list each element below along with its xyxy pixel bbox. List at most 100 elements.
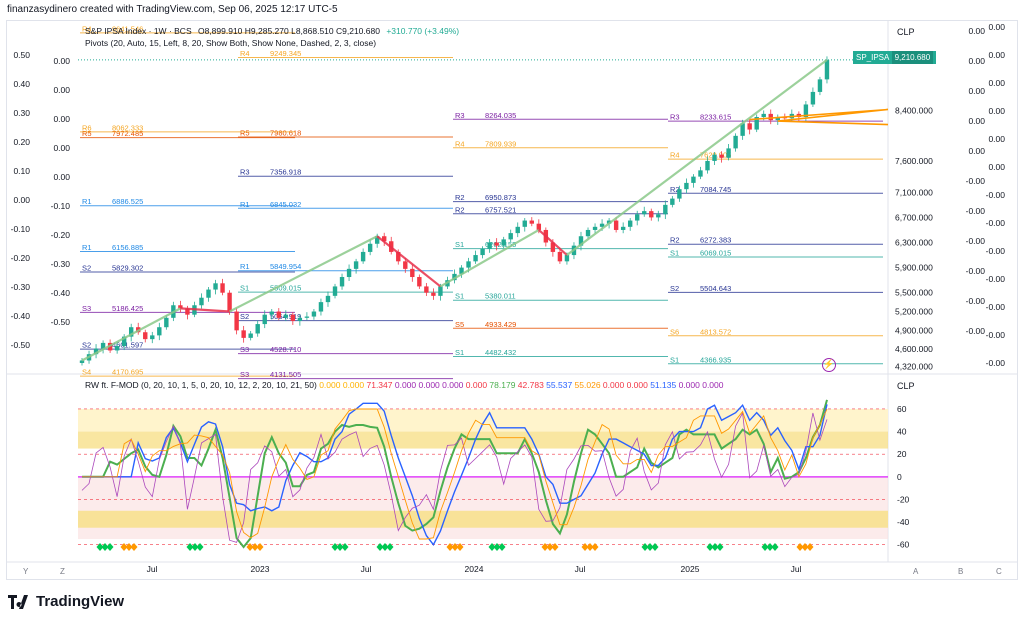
corner-button-a[interactable]: A xyxy=(913,567,919,576)
signal-line xyxy=(82,408,828,540)
signal-diamond xyxy=(376,542,384,551)
oscillator-value: 0.000 xyxy=(392,380,417,390)
corner-button-b[interactable]: B xyxy=(958,567,964,576)
pivot-label: S1 xyxy=(670,249,679,258)
pivot-value: 5829.302 xyxy=(112,264,143,273)
pivot-value: 8233.615 xyxy=(700,113,731,122)
oscillator-value: 0.000 xyxy=(699,380,724,390)
pivot-label: S3 xyxy=(240,370,249,379)
oscillator-value: 0.000 xyxy=(624,380,648,390)
right-scale2-tick: -0.00 xyxy=(986,190,1006,200)
candle-body xyxy=(480,248,485,256)
oscillator-value: 55.537 xyxy=(543,380,573,390)
signal-diamond xyxy=(456,542,464,551)
right-scale-tick: 0.00 xyxy=(968,56,985,66)
candle-body xyxy=(698,170,703,177)
oscillator-value: 42.783 xyxy=(515,380,544,390)
candle-body xyxy=(550,242,556,252)
left-scale-tick: -0.30 xyxy=(11,282,31,292)
candle-body xyxy=(670,198,675,205)
candle-body xyxy=(536,223,542,230)
price-tick: 6,300.000 xyxy=(895,238,933,248)
oscillator-values: 0.000 0.000 71.347 0.000 0.000 0.000 0.0… xyxy=(319,380,723,390)
oscillator-tick: -20 xyxy=(897,494,910,504)
fast-line xyxy=(81,411,828,543)
pivot-label: R4 xyxy=(82,24,92,33)
time-tick: 2023 xyxy=(251,564,270,574)
time-tick: 2024 xyxy=(465,564,484,574)
pivot-value: 4528.710 xyxy=(270,345,301,354)
corner-button-c[interactable]: C xyxy=(996,567,1002,576)
signal-diamond xyxy=(641,542,649,551)
signal-diamond xyxy=(493,542,501,551)
pivot-label: R1 xyxy=(82,197,92,206)
pivot-value: 7980.618 xyxy=(270,129,301,138)
candle-body xyxy=(374,236,380,244)
candle-body xyxy=(515,226,520,234)
right-scale2-tick: -0.00 xyxy=(986,274,1006,284)
pivot-label: S1 xyxy=(455,292,464,301)
right-scale-tick: -0.00 xyxy=(966,266,986,276)
candle-body xyxy=(241,330,246,338)
price-tick: 7,100.000 xyxy=(895,187,933,197)
pivot-label: S1 xyxy=(455,348,464,357)
candle-body xyxy=(810,91,816,105)
candle-body xyxy=(508,233,513,240)
candle-body xyxy=(213,283,218,290)
left-scale-tick: 0.00 xyxy=(13,195,30,205)
time-tick: Jul xyxy=(575,564,586,574)
bolt-icon[interactable]: ⚡ xyxy=(822,358,836,372)
pivot-label: S6 xyxy=(670,327,679,336)
oscillator-tick: 20 xyxy=(897,449,907,459)
candle-body xyxy=(269,311,274,315)
zigzag-leg xyxy=(376,235,442,288)
right-scale2-tick: -0.00 xyxy=(986,330,1006,340)
candle-body xyxy=(143,332,148,340)
price-tick: 5,500.000 xyxy=(895,288,933,298)
candle-body xyxy=(346,268,352,278)
left-scale2-tick: -0.50 xyxy=(51,317,71,327)
oscillator-value: 0.000 xyxy=(439,380,464,390)
currency-label-top: CLP xyxy=(897,27,915,37)
signal-diamond xyxy=(196,542,204,551)
right-scale2-tick: -0.00 xyxy=(986,358,1006,368)
pivot-value: 5186.425 xyxy=(112,304,143,313)
zigzag-leg xyxy=(566,58,828,256)
oscillator-value: 0.000 xyxy=(463,380,488,390)
oscillator-value: 51.135 xyxy=(647,380,677,390)
candle-body xyxy=(424,286,429,293)
corner-button-y[interactable]: Y xyxy=(23,567,29,576)
candle-body xyxy=(276,311,281,318)
signal-diamond xyxy=(446,542,454,551)
candle-body xyxy=(705,160,710,171)
pivot-label: S3 xyxy=(240,345,249,354)
candle-body xyxy=(768,113,773,121)
candle-body xyxy=(360,251,366,262)
signal-diamond xyxy=(386,542,394,551)
candle-body xyxy=(417,277,422,287)
oscillator-value: 55.026 xyxy=(572,380,601,390)
corner-button-z[interactable]: Z xyxy=(60,567,65,576)
right-scale2-tick: 0.00 xyxy=(988,22,1005,32)
pivot-label: R1 xyxy=(240,200,250,209)
candle-body xyxy=(684,182,689,190)
left-scale-tick: -0.20 xyxy=(11,253,31,263)
pivot-value: 6202.155 xyxy=(485,240,516,249)
chart-frame[interactable] xyxy=(6,20,1018,580)
left-scale-tick: 0.50 xyxy=(13,50,30,60)
candle-body xyxy=(522,220,527,227)
pivot-label: S1 xyxy=(455,240,464,249)
signal-diamond xyxy=(586,542,594,551)
brand-logo[interactable]: TradingView xyxy=(8,593,124,610)
candle-body xyxy=(761,113,766,118)
candle-body xyxy=(501,239,506,246)
signal-diamond xyxy=(651,542,659,551)
signal-diamond xyxy=(246,542,254,551)
pivot-label: S5 xyxy=(455,320,464,329)
oscillator-value: 0.000 xyxy=(416,380,440,390)
right-scale2-tick: -0.00 xyxy=(986,218,1006,228)
candle-body xyxy=(677,189,682,199)
signal-diamond xyxy=(106,542,114,551)
candle-body xyxy=(613,220,619,230)
